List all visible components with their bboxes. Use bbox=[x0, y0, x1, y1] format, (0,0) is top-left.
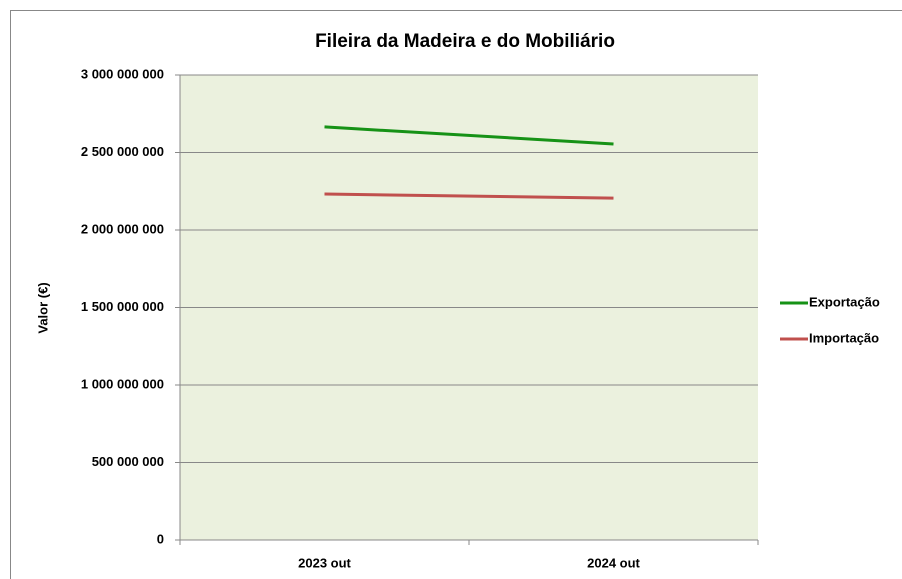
y-axis-label: Valor (€) bbox=[35, 282, 50, 333]
y-tick-label: 0 bbox=[157, 531, 164, 546]
x-tick-label: 2023 out bbox=[298, 555, 351, 570]
x-tick-label: 2024 out bbox=[587, 555, 640, 570]
legend-label: Exportação bbox=[809, 294, 880, 309]
y-tick-label: 500 000 000 bbox=[92, 454, 164, 469]
y-tick-label: 2 500 000 000 bbox=[81, 144, 164, 159]
y-tick-label: 2 000 000 000 bbox=[81, 221, 164, 236]
chart-title: Fileira da Madeira e do Mobiliário bbox=[315, 31, 615, 52]
series-line bbox=[324, 125, 614, 146]
legend-label: Importação bbox=[809, 330, 879, 345]
y-tick-label: 1 500 000 000 bbox=[81, 299, 164, 314]
series-line bbox=[324, 192, 614, 200]
y-tick-label: 3 000 000 000 bbox=[81, 66, 164, 81]
y-tick-label: 1 000 000 000 bbox=[81, 376, 164, 391]
